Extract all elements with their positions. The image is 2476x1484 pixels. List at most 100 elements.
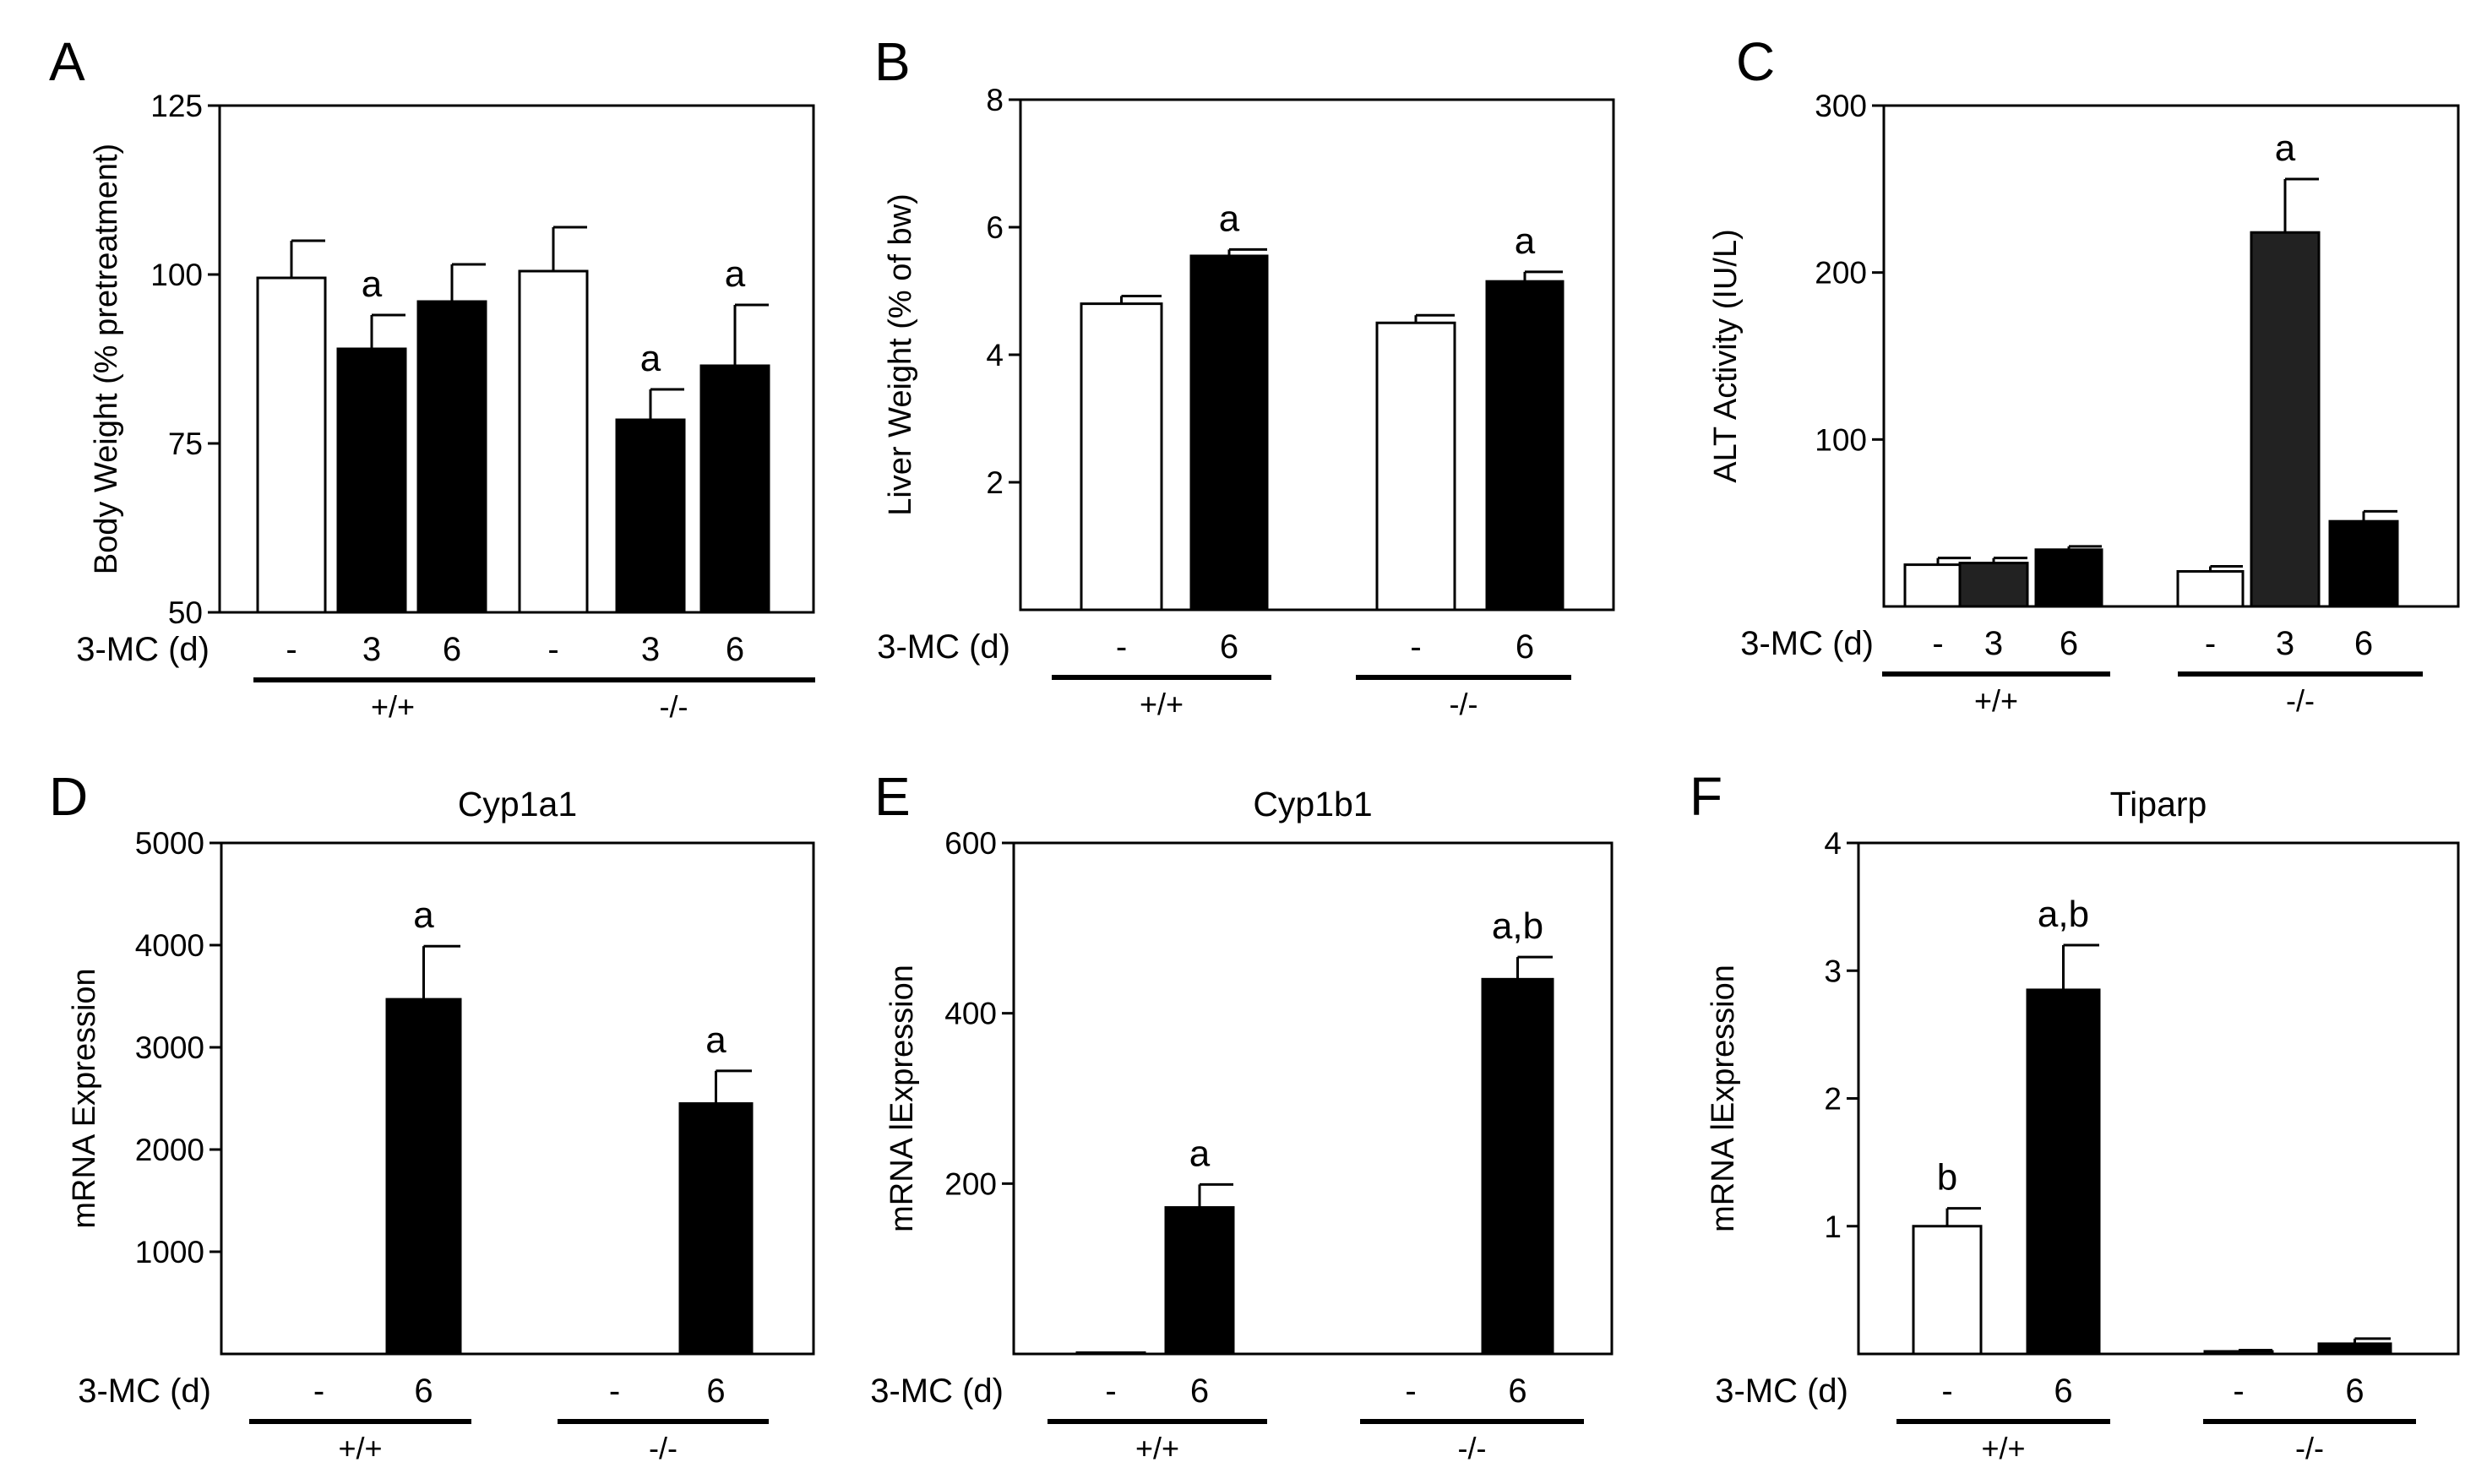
bar	[385, 997, 462, 1356]
bar	[2317, 1342, 2392, 1356]
y-tick-label: 4	[1824, 826, 1842, 861]
x-tick-label: 3	[362, 631, 381, 668]
x-tick-label: 6	[2345, 1373, 2364, 1410]
genotype-label: +/+	[1135, 1431, 1179, 1465]
y-tick-label: 2	[986, 465, 1004, 500]
x-tick-label: 6	[1190, 1373, 1209, 1410]
x-tick-label: -	[1410, 628, 1421, 666]
bar	[1189, 254, 1269, 612]
x-axis-label: 3-MC (d)	[1740, 625, 1874, 662]
significance-label: a	[705, 1019, 726, 1061]
genotype-label: +/+	[338, 1431, 382, 1465]
genotype-label: -/-	[1458, 1431, 1487, 1465]
x-tick-label: -	[1116, 628, 1127, 666]
y-tick-label: 2000	[135, 1133, 204, 1167]
x-tick-label: -	[1405, 1373, 1416, 1410]
y-tick-label: 200	[1815, 256, 1867, 291]
x-tick-label: -	[1932, 625, 1943, 662]
y-tick-label: 2	[1824, 1082, 1842, 1117]
genotype-label: +/+	[371, 689, 415, 724]
bar	[416, 300, 487, 614]
significance-label: a,b	[2038, 894, 2089, 935]
y-tick-label: 3	[1824, 954, 1842, 988]
significance-label: a	[640, 338, 661, 379]
x-tick-label: 6	[2060, 625, 2078, 662]
x-tick-label: 6	[1220, 628, 1238, 666]
panel-letter: A	[49, 31, 85, 92]
y-tick-label: 6	[986, 210, 1004, 245]
panel-letter: D	[49, 766, 88, 827]
bar	[1485, 280, 1565, 612]
genotype-label: -/-	[660, 689, 688, 724]
y-tick-label: 100	[1815, 422, 1867, 457]
panel-e: E Cyp1b1 200 400 600 mRNA lExpression - a 6 - a,b 6…	[870, 766, 1613, 1465]
x-tick-label: -	[313, 1373, 324, 1410]
y-axis-label: mRNA Expression	[67, 968, 102, 1228]
y-tick-label: 5000	[135, 826, 204, 861]
chart-title: Cyp1b1	[1253, 785, 1372, 824]
y-tick-label: 100	[150, 258, 203, 292]
plot-frame	[218, 104, 815, 614]
bar	[1958, 562, 2029, 608]
plot-frame	[1882, 104, 2460, 608]
significance-label: a	[362, 264, 383, 305]
x-tick-label: -	[1941, 1373, 1952, 1410]
bar	[1075, 1351, 1146, 1356]
significance-label: a	[725, 253, 746, 295]
x-axis-label: 3-MC (d)	[877, 628, 1010, 666]
significance-label: a	[1189, 1133, 1211, 1174]
genotype-label: -/-	[649, 1431, 677, 1465]
x-axis-label: 3-MC (d)	[76, 631, 210, 668]
bar	[1481, 977, 1554, 1356]
plot-frame	[1012, 841, 1613, 1356]
y-tick-label: 75	[168, 427, 203, 461]
y-tick-label: 1	[1824, 1209, 1842, 1244]
significance-label: b	[1937, 1157, 1957, 1199]
x-tick-label: -	[547, 631, 558, 668]
y-tick-label: 300	[1815, 89, 1867, 123]
y-tick-label: 125	[150, 89, 203, 123]
bar	[1164, 1206, 1235, 1356]
y-axis-label: ALT Activity (IU/L)	[1708, 229, 1744, 483]
y-tick-label: 200	[944, 1166, 997, 1201]
x-tick-label: 3	[641, 631, 660, 668]
genotype-label: +/+	[1974, 683, 2018, 718]
x-tick-label: 6	[414, 1373, 433, 1410]
y-axis-label: Body Weight (% pretreatment)	[89, 144, 124, 574]
genotype-label: -/-	[2286, 683, 2315, 718]
x-tick-label: -	[2233, 1373, 2244, 1410]
y-tick-label: 50	[168, 595, 203, 630]
x-tick-label: 6	[706, 1373, 725, 1410]
bar	[1375, 321, 1456, 612]
y-tick-label: 400	[944, 997, 997, 1031]
bar	[336, 347, 407, 614]
genotype-label: -/-	[2295, 1431, 2324, 1465]
genotype-label: -/-	[1450, 687, 1478, 721]
bar	[2034, 548, 2103, 608]
x-tick-label: 3	[1984, 625, 2003, 662]
bar	[518, 269, 589, 614]
panel-f: F Tiparp 1 2 3 4 mRNA lExpression b - a,b 6 - 6 3-MC …	[1690, 766, 2460, 1465]
y-axis-label: Liver Weight (% of bw)	[883, 193, 918, 516]
bar	[1912, 1225, 1983, 1356]
x-axis-label: 3-MC (d)	[78, 1373, 211, 1410]
panel-letter: C	[1736, 31, 1775, 92]
x-tick-label: 6	[2054, 1373, 2072, 1410]
x-tick-label: -	[609, 1373, 620, 1410]
bar	[2026, 988, 2101, 1356]
panel-letter: E	[874, 766, 911, 827]
y-tick-label: 3000	[135, 1030, 204, 1065]
plot-frame	[220, 841, 815, 1356]
y-axis-label: mRNA lExpression	[884, 965, 920, 1232]
bar	[1080, 302, 1163, 612]
x-tick-label: 6	[2354, 625, 2373, 662]
y-tick-label: 1000	[135, 1235, 204, 1269]
panel-letter: F	[1690, 766, 1722, 827]
chart-title: Tiparp	[2110, 785, 2207, 824]
y-tick-label: 4	[986, 338, 1004, 372]
x-tick-label: 6	[726, 631, 744, 668]
bar	[678, 1102, 754, 1356]
significance-label: a	[2275, 128, 2296, 169]
x-axis-label: 3-MC (d)	[870, 1373, 1004, 1410]
